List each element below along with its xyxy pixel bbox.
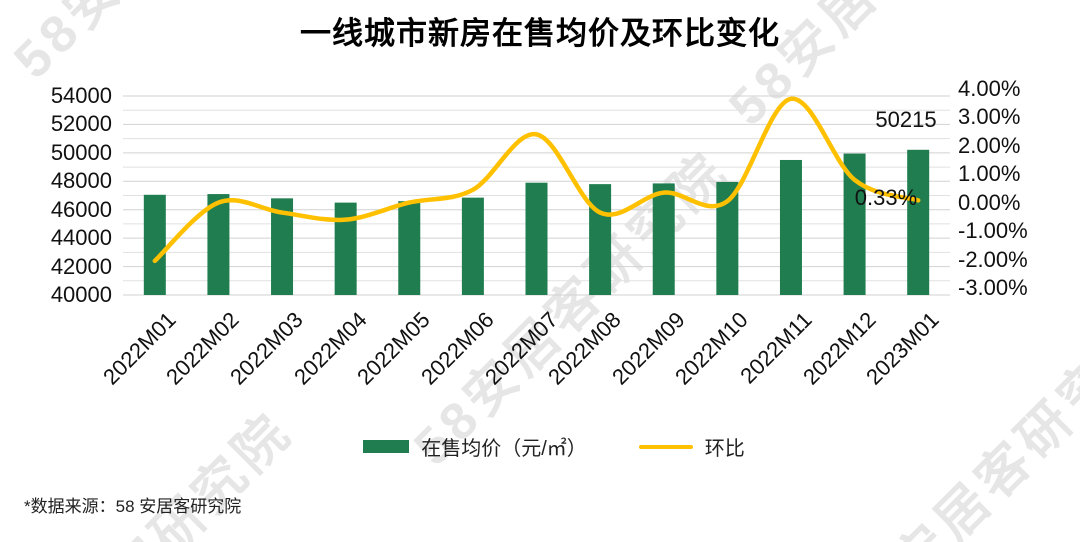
bar-2022M05 <box>398 201 421 295</box>
bar-2022M07 <box>525 182 548 295</box>
left-axis-tick: 48000 <box>50 168 112 194</box>
line-series-label: 环比 <box>704 438 745 460</box>
right-axis-tick: 1.00% <box>958 161 1021 187</box>
pct-data-label: 0.33% <box>854 185 918 210</box>
line-series-swatch <box>638 444 693 449</box>
right-axis-tick: 3.00% <box>958 104 1021 130</box>
legend: 在售均价（元/㎡） 环比 <box>0 432 1080 461</box>
mom-change-line <box>152 96 921 264</box>
bar-series-swatch <box>363 440 410 453</box>
source-note: *数据来源：58 安居客研究院 <box>24 497 242 516</box>
bar-2022M11 <box>779 159 802 295</box>
right-axis-tick: 2.00% <box>958 132 1021 158</box>
bar-2022M03 <box>271 198 294 295</box>
left-axis-tick: 46000 <box>50 196 112 222</box>
bar-2022M04 <box>334 202 357 295</box>
left-axis-tick: 52000 <box>50 111 112 137</box>
price-data-label: 50215 <box>875 107 937 132</box>
left-axis-tick: 42000 <box>50 253 112 279</box>
bar-2022M08 <box>589 184 612 295</box>
left-axis-tick: 54000 <box>50 83 112 108</box>
bar-series-label: 在售均价（元/㎡） <box>421 438 587 460</box>
left-axis-tick: 50000 <box>50 139 112 165</box>
bar-2022M01 <box>143 194 166 295</box>
bar-2022M09 <box>652 183 675 295</box>
right-axis-tick: 4.00% <box>958 76 1021 101</box>
left-axis-tick: 40000 <box>50 282 112 307</box>
bar-2022M02 <box>207 194 230 295</box>
bar-2023M01 <box>907 149 930 295</box>
right-axis-tick: -2.00% <box>958 246 1028 272</box>
right-axis-tick: 0.00% <box>958 189 1021 215</box>
right-axis-tick: -1.00% <box>958 218 1028 244</box>
bar-2022M10 <box>716 181 739 295</box>
bar-2022M06 <box>461 197 484 295</box>
bar-2022M12 <box>843 153 866 295</box>
left-axis-tick: 44000 <box>50 225 112 251</box>
chart-title: 一线城市新房在售均价及环比变化 <box>300 16 780 51</box>
right-axis-tick: -3.00% <box>958 275 1028 300</box>
